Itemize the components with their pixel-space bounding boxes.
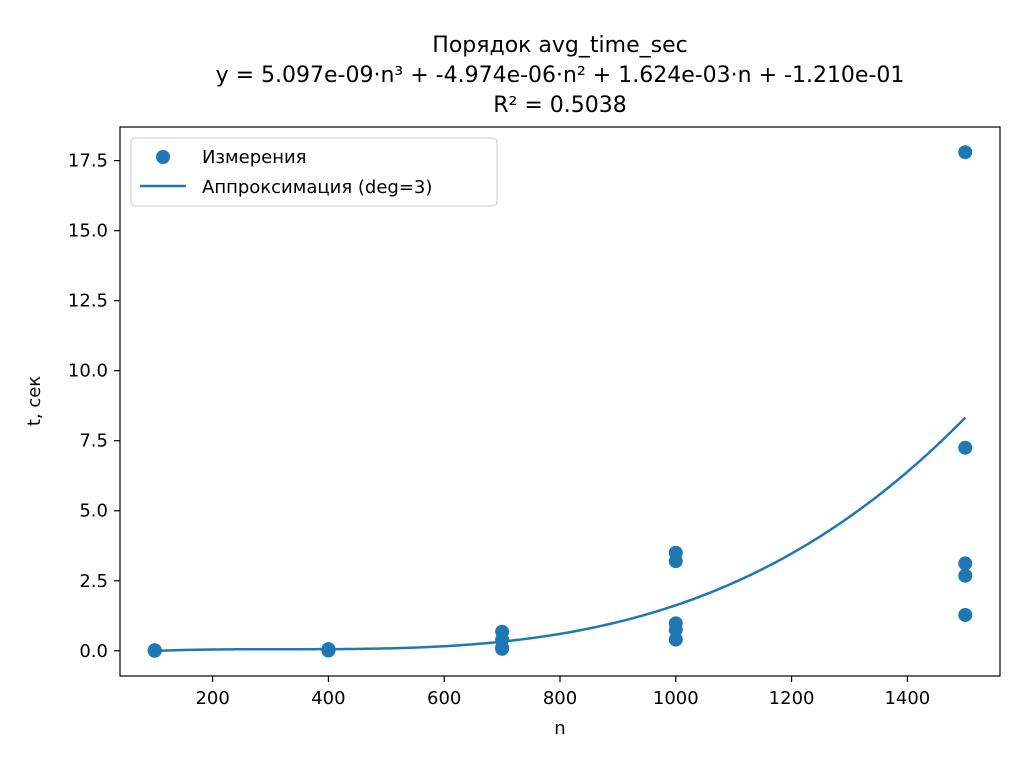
- x-tick-label: 200: [195, 688, 229, 709]
- fit-line: [154, 416, 967, 653]
- data-point: [147, 643, 162, 658]
- x-tick-label: 1000: [653, 688, 699, 709]
- x-tick-label: 600: [427, 688, 461, 709]
- data-point: [668, 632, 683, 647]
- x-tick-label: 400: [311, 688, 345, 709]
- data-point: [958, 145, 973, 160]
- y-tick-label: 15.0: [68, 221, 108, 242]
- y-tick-label: 10.0: [68, 361, 108, 382]
- data-point: [668, 545, 683, 560]
- legend: Измерения Аппроксимация (deg=3): [130, 137, 498, 207]
- chart-title-line-1: Порядок avg_time_sec: [432, 33, 687, 58]
- y-tick-label: 0.0: [79, 641, 108, 662]
- y-axis-label: t, сек: [24, 376, 45, 426]
- y-tick-label: 7.5: [79, 431, 108, 452]
- data-point: [958, 440, 973, 455]
- axes-frame: [119, 126, 1001, 677]
- y-tick-label: 5.0: [79, 501, 108, 522]
- data-point: [321, 642, 336, 657]
- data-point: [668, 616, 683, 631]
- x-axis-label: n: [554, 718, 565, 739]
- x-axis-ticks: 200 400 600 800 1000 1200 1400: [195, 676, 930, 709]
- legend-box: [130, 137, 498, 207]
- legend-label-line: Аппроксимация (deg=3): [202, 177, 432, 198]
- chart-title-line-3: R² = 0.5038: [493, 93, 627, 118]
- chart-title: Порядок avg_time_sec y = 5.097e-09·n³ + …: [216, 33, 905, 118]
- x-tick-label: 1200: [769, 688, 815, 709]
- legend-label-scatter: Измерения: [202, 147, 306, 168]
- data-point: [958, 556, 973, 571]
- y-tick-label: 17.5: [68, 151, 108, 172]
- plot-area: [147, 145, 973, 658]
- data-point: [495, 624, 510, 639]
- data-point: [958, 607, 973, 622]
- legend-marker-scatter: [156, 150, 170, 164]
- x-tick-label: 1400: [884, 688, 930, 709]
- chart-title-line-2: y = 5.097e-09·n³ + -4.974e-06·n² + 1.624…: [216, 63, 905, 88]
- x-tick-label: 800: [543, 688, 577, 709]
- y-tick-label: 2.5: [79, 571, 108, 592]
- data-point: [958, 568, 973, 583]
- y-tick-label: 12.5: [68, 291, 108, 312]
- y-axis-ticks: 0.0 2.5 5.0 7.5 10.0 12.5 15.0 17.5: [68, 151, 120, 662]
